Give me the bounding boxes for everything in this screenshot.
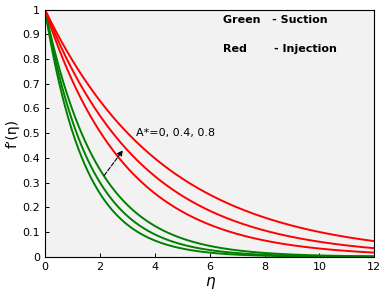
Text: A*=0, 0.4, 0.8: A*=0, 0.4, 0.8 (135, 128, 215, 138)
Text: Green   - Suction: Green - Suction (223, 14, 327, 24)
Text: Red       - Injection: Red - Injection (223, 44, 337, 54)
Y-axis label: f’(η): f’(η) (5, 119, 20, 148)
X-axis label: η: η (205, 274, 214, 289)
